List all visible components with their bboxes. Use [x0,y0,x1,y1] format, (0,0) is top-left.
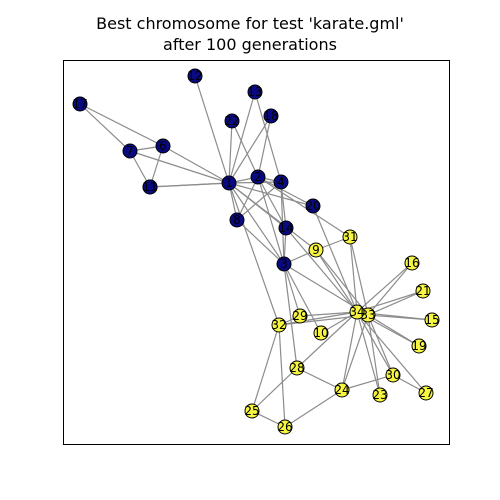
node-label: 9 [312,243,320,257]
node-2: 2 [251,170,265,184]
node-label: 31 [342,230,357,244]
node-21: 21 [415,284,430,298]
edge-4-13 [255,92,281,182]
node-18: 18 [263,109,278,123]
node-label: 8 [233,213,241,227]
node-label: 4 [277,175,285,189]
node-4: 4 [274,175,288,189]
node-label: 18 [263,109,278,123]
plot-frame [64,61,450,445]
node-label: 7 [126,144,134,158]
edge-7-17 [80,104,130,151]
node-29: 29 [292,309,307,323]
node-20: 20 [305,199,320,213]
edge-2-22 [232,121,258,177]
node-label: 32 [271,318,286,332]
node-label: 2 [254,170,262,184]
edge-2-31 [258,177,350,237]
edge-1-11 [150,183,229,187]
node-label: 34 [349,305,364,319]
edge-9-34 [316,250,357,312]
node-layer: 1234567891011121314151617181920212223242… [72,69,439,434]
node-15: 15 [424,313,439,327]
node-label: 22 [224,114,239,128]
node-label: 26 [277,420,292,434]
node-label: 17 [72,97,87,111]
node-label: 10 [313,326,328,340]
edge-1-13 [229,92,255,183]
node-27: 27 [418,386,433,400]
node-label: 6 [159,139,167,153]
node-label: 12 [187,69,202,83]
edge-26-32 [279,325,285,427]
node-label: 29 [292,309,307,323]
edge-20-34 [313,206,357,312]
node-22: 22 [224,114,239,128]
edge-layer [80,76,432,427]
node-30: 30 [385,368,400,382]
node-25: 25 [244,404,259,418]
node-10: 10 [313,326,328,340]
node-label: 25 [244,404,259,418]
node-label: 1 [225,176,233,190]
node-12: 12 [187,69,202,83]
node-23: 23 [372,388,387,402]
edge-24-33 [342,315,368,390]
node-9: 9 [309,243,323,257]
node-24: 24 [334,383,349,397]
node-28: 28 [289,361,304,375]
node-14: 14 [278,221,293,235]
node-6: 6 [156,139,170,153]
node-16: 16 [404,256,419,270]
node-label: 28 [289,361,304,375]
node-label: 23 [372,388,387,402]
node-7: 7 [123,144,137,158]
node-label: 13 [247,85,262,99]
node-label: 3 [280,257,288,271]
edge-4-8 [237,182,281,220]
node-label: 16 [404,256,419,270]
node-8: 8 [230,213,244,227]
node-label: 30 [385,368,400,382]
edge-6-17 [80,104,163,146]
node-31: 31 [342,230,357,244]
node-label: 27 [418,386,433,400]
edge-1-32 [229,183,279,325]
node-label: 11 [142,180,157,194]
node-label: 24 [334,383,349,397]
node-19: 19 [411,339,426,353]
node-label: 15 [424,313,439,327]
node-label: 20 [305,199,320,213]
node-32: 32 [271,318,286,332]
node-label: 19 [411,339,426,353]
node-1: 1 [222,176,236,190]
node-label: 14 [278,221,293,235]
edge-31-34 [350,237,357,312]
node-26: 26 [277,420,292,434]
node-34: 34 [349,305,364,319]
node-11: 11 [142,180,157,194]
node-3: 3 [277,257,291,271]
node-13: 13 [247,85,262,99]
node-17: 17 [72,97,87,111]
node-label: 21 [415,284,430,298]
